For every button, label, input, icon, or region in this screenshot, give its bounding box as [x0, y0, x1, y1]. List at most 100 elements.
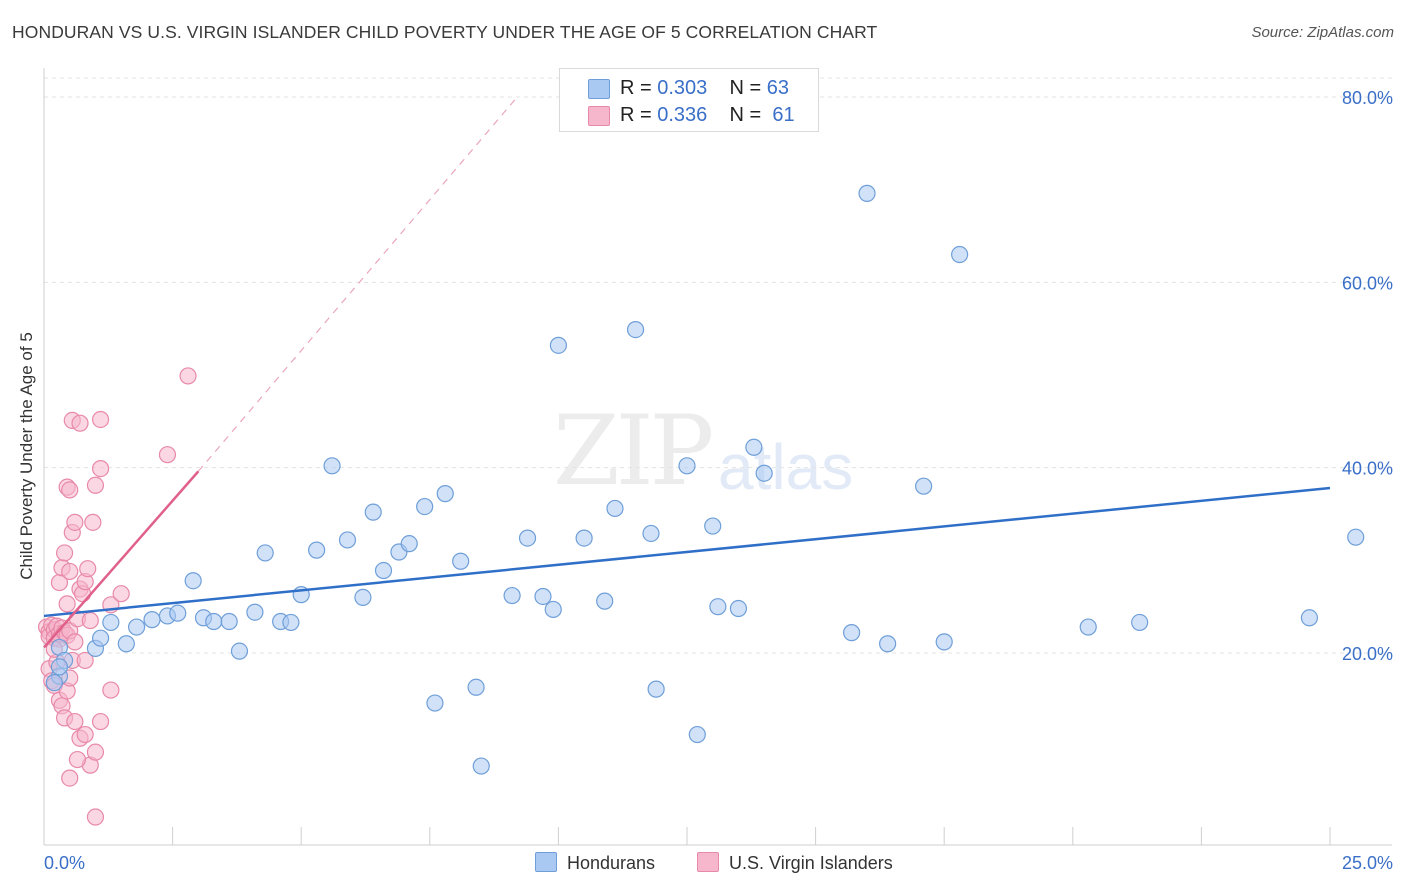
honduran-point — [575, 529, 593, 547]
legend-r-label: R = — [620, 77, 652, 99]
virgin-islander-point — [86, 743, 105, 761]
honduran-point — [472, 757, 490, 775]
honduran-point — [338, 531, 357, 549]
virgin-islander-point — [81, 611, 99, 630]
legend-n-value: 63 — [766, 77, 790, 99]
honduran-point — [452, 552, 470, 570]
virgin-islander-point — [91, 459, 110, 478]
honduran-point — [858, 184, 876, 202]
honduran-point — [518, 529, 537, 547]
bottom-legend-hondurans: Hondurans — [535, 852, 655, 874]
virgin-islander-point — [86, 808, 105, 826]
honduran-point — [1347, 528, 1365, 546]
virgin-islander-point — [61, 481, 79, 499]
honduran-point — [364, 503, 382, 521]
x-tick-label: 25.0% — [1342, 853, 1393, 873]
virgin-islander-point — [179, 367, 197, 385]
virgin-islander-point — [158, 446, 177, 464]
honduran-point — [951, 245, 969, 264]
legend-n-label: N = — [729, 104, 762, 126]
honduran-point — [843, 624, 861, 642]
honduran-point — [879, 635, 897, 653]
honduran-point — [467, 678, 485, 696]
legend-swatch-blue — [588, 79, 610, 99]
virgin-islander-point — [76, 651, 94, 670]
virgin-islander-point — [55, 544, 74, 562]
honduran-point — [416, 497, 434, 516]
honduran-point — [169, 604, 187, 622]
watermark-atlas: atlas — [718, 431, 854, 503]
honduran-point — [1079, 618, 1097, 636]
honduran-point — [220, 612, 238, 631]
legend-r-value: 0.336 — [657, 104, 708, 126]
virgin-islander-point — [86, 476, 105, 494]
y-axis-label: Child Poverty Under the Age of 5 — [17, 332, 36, 580]
honduran-point — [915, 477, 933, 495]
honduran-point — [606, 499, 624, 518]
y-tick-label: 80.0% — [1342, 88, 1393, 108]
virgin-islander-point — [91, 712, 110, 731]
honduran-point — [117, 635, 135, 653]
honduran-point — [642, 524, 660, 543]
bottom-legend-label: U.S. Virgin Islanders — [729, 853, 893, 873]
legend-r-label: R = — [620, 104, 652, 126]
honduran-point — [596, 592, 614, 610]
chart-title: HONDURAN VS U.S. VIRGIN ISLANDER CHILD P… — [12, 22, 878, 42]
honduran-point — [626, 320, 645, 339]
bottom-legend-label: Hondurans — [567, 853, 656, 873]
legend-swatch-pink — [588, 106, 610, 126]
virgin-islander-point — [66, 513, 84, 531]
honduran-point — [205, 612, 223, 631]
legend-n-label: N = — [729, 77, 762, 99]
watermark-zip: ZIP — [553, 395, 714, 507]
virgin-islander-trend-line — [43, 470, 200, 649]
legend-n-value: 61 — [772, 104, 795, 126]
honduran-point — [374, 561, 393, 580]
virgin-islander-point — [61, 562, 79, 581]
honduran-point — [688, 725, 706, 744]
virgin-islander-point — [102, 681, 120, 699]
honduran-point — [544, 600, 562, 619]
honduran-point — [935, 633, 953, 651]
honduran-point — [102, 613, 120, 632]
honduran-point — [308, 541, 326, 559]
legend: R = 0.303 N = 63 R = 0.336 N = 61 — [559, 68, 819, 132]
honduran-point — [127, 618, 146, 636]
honduran-point — [45, 674, 63, 692]
honduran-point — [426, 694, 444, 712]
trend-line-extension — [197, 96, 518, 472]
y-tick-label: 20.0% — [1342, 644, 1393, 664]
virgin-islander-point — [58, 595, 76, 613]
honduran-point — [755, 464, 773, 482]
bottom-legend-swatch-blue — [535, 852, 557, 872]
virgin-islander-point — [66, 633, 84, 651]
honduran-point — [709, 598, 727, 616]
virgin-islander-point — [76, 725, 94, 744]
honduran-point — [1300, 609, 1319, 627]
virgin-islander-point — [61, 769, 79, 787]
honduran-point — [729, 599, 748, 618]
virgin-islander-point — [91, 410, 110, 429]
honduran-point — [745, 438, 763, 456]
honduran-point — [436, 485, 454, 503]
bottom-legend-virgin-islanders: U.S. Virgin Islanders — [697, 852, 893, 874]
honduran-point — [256, 544, 274, 562]
honduran-point — [184, 572, 202, 590]
honduran-point — [400, 535, 418, 553]
virgin-islander-point — [112, 585, 130, 603]
honduran-point — [323, 457, 341, 475]
honduran-point — [50, 658, 69, 676]
legend-r-value: 0.303 — [657, 77, 708, 99]
virgin-islander-point — [84, 513, 102, 531]
honduran-point — [354, 588, 372, 607]
virgin-islander-point — [68, 750, 87, 769]
bottom-legend-swatch-pink — [697, 852, 719, 872]
honduran-trend-line — [43, 486, 1331, 618]
y-tick-label: 60.0% — [1342, 273, 1393, 293]
honduran-point — [246, 603, 264, 621]
honduran-point — [91, 629, 110, 647]
honduran-point — [503, 586, 521, 605]
virgin-islander-point — [66, 712, 84, 731]
honduran-point — [647, 680, 665, 698]
